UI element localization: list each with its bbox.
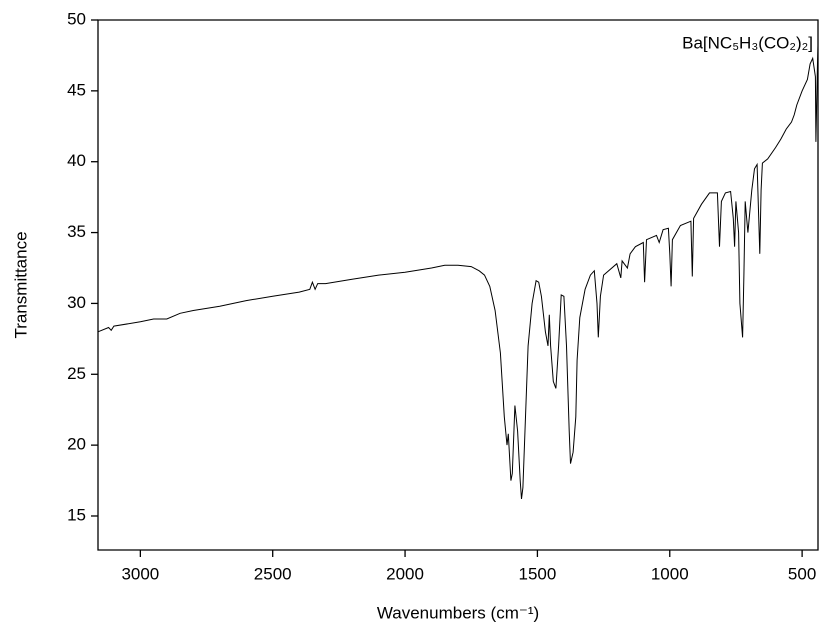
- x-tick-label: 2000: [386, 564, 424, 583]
- x-tick-label: 500: [788, 564, 816, 583]
- x-tick-label: 2500: [254, 564, 292, 583]
- plot-frame: [97, 19, 819, 551]
- y-tick-label: 40: [67, 151, 86, 170]
- y-tick-label: 45: [67, 80, 86, 99]
- y-axis-label: Transmittance: [11, 231, 30, 338]
- x-tick-label: 3000: [121, 564, 159, 583]
- y-tick-label: 35: [67, 222, 86, 241]
- x-tick-label: 1000: [651, 564, 689, 583]
- y-tick-label: 50: [67, 9, 86, 28]
- y-tick-label: 25: [67, 364, 86, 383]
- series-label: Ba[NC₅H₃(CO₂)₂]: [682, 33, 813, 52]
- y-tick-label: 20: [67, 435, 86, 454]
- x-tick-label: 1500: [518, 564, 556, 583]
- spectrum-line: [97, 45, 819, 500]
- x-axis-label: Wavenumbers (cm⁻¹): [377, 603, 539, 622]
- y-tick-label: 15: [67, 505, 86, 524]
- y-tick-label: 30: [67, 293, 86, 312]
